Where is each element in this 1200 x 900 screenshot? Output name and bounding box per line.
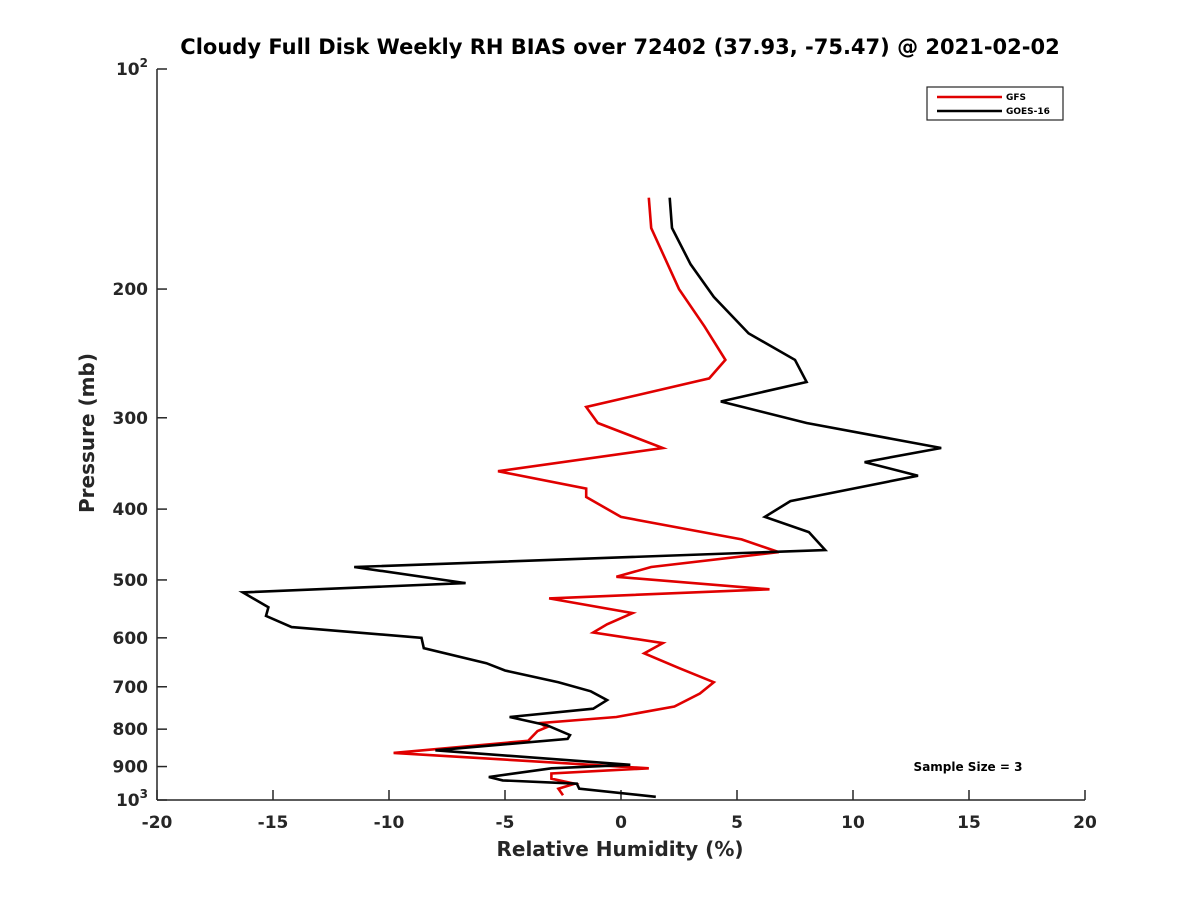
y-tick-label: 600 — [113, 629, 149, 649]
y-axis-label: Pressure (mb) — [75, 353, 99, 513]
legend-label: GFS — [1006, 93, 1026, 103]
x-axis-label: Relative Humidity (%) — [496, 837, 743, 861]
x-tick-label: -15 — [258, 813, 289, 833]
x-tick-labels: -20 -15 -10 -5 0 5 10 15 20 — [142, 790, 1097, 833]
legend-box — [926, 86, 1064, 121]
x-tick-label: 15 — [957, 813, 981, 833]
y-tick-label: 800 — [113, 720, 149, 740]
legend-label: GOES-16 — [1006, 107, 1050, 117]
series-layer — [238, 197, 942, 799]
x-tick-label: 20 — [1073, 813, 1097, 833]
y-tick-labels: 102 200 300 400 500 600 700 800 900 103 — [113, 56, 167, 811]
x-tick-label: 10 — [841, 813, 865, 833]
y-tick-label: 400 — [113, 500, 149, 520]
y-tick-label: 300 — [113, 409, 149, 429]
series-line-gfs — [393, 197, 780, 796]
chart-title: Cloudy Full Disk Weekly RH BIAS over 724… — [180, 35, 1059, 59]
sample-size-annotation: Sample Size = 3 — [914, 760, 1023, 774]
x-tick-label: -20 — [142, 813, 173, 833]
x-tick-label: 5 — [731, 813, 743, 833]
series-line-goes-16 — [238, 197, 942, 799]
x-tick-label: -5 — [496, 813, 515, 833]
legend: GFS GOES-16 — [926, 86, 1064, 121]
axes — [156, 69, 1085, 801]
y-tick-label: 500 — [113, 571, 149, 591]
y-tick-label: 102 — [116, 56, 148, 80]
x-tick-label: 0 — [615, 813, 627, 833]
y-tick-label: 700 — [113, 678, 149, 698]
x-tick-label: -10 — [374, 813, 405, 833]
y-tick-label: 900 — [113, 758, 149, 778]
y-tick-label: 103 — [116, 787, 148, 811]
y-tick-label: 200 — [113, 280, 149, 300]
